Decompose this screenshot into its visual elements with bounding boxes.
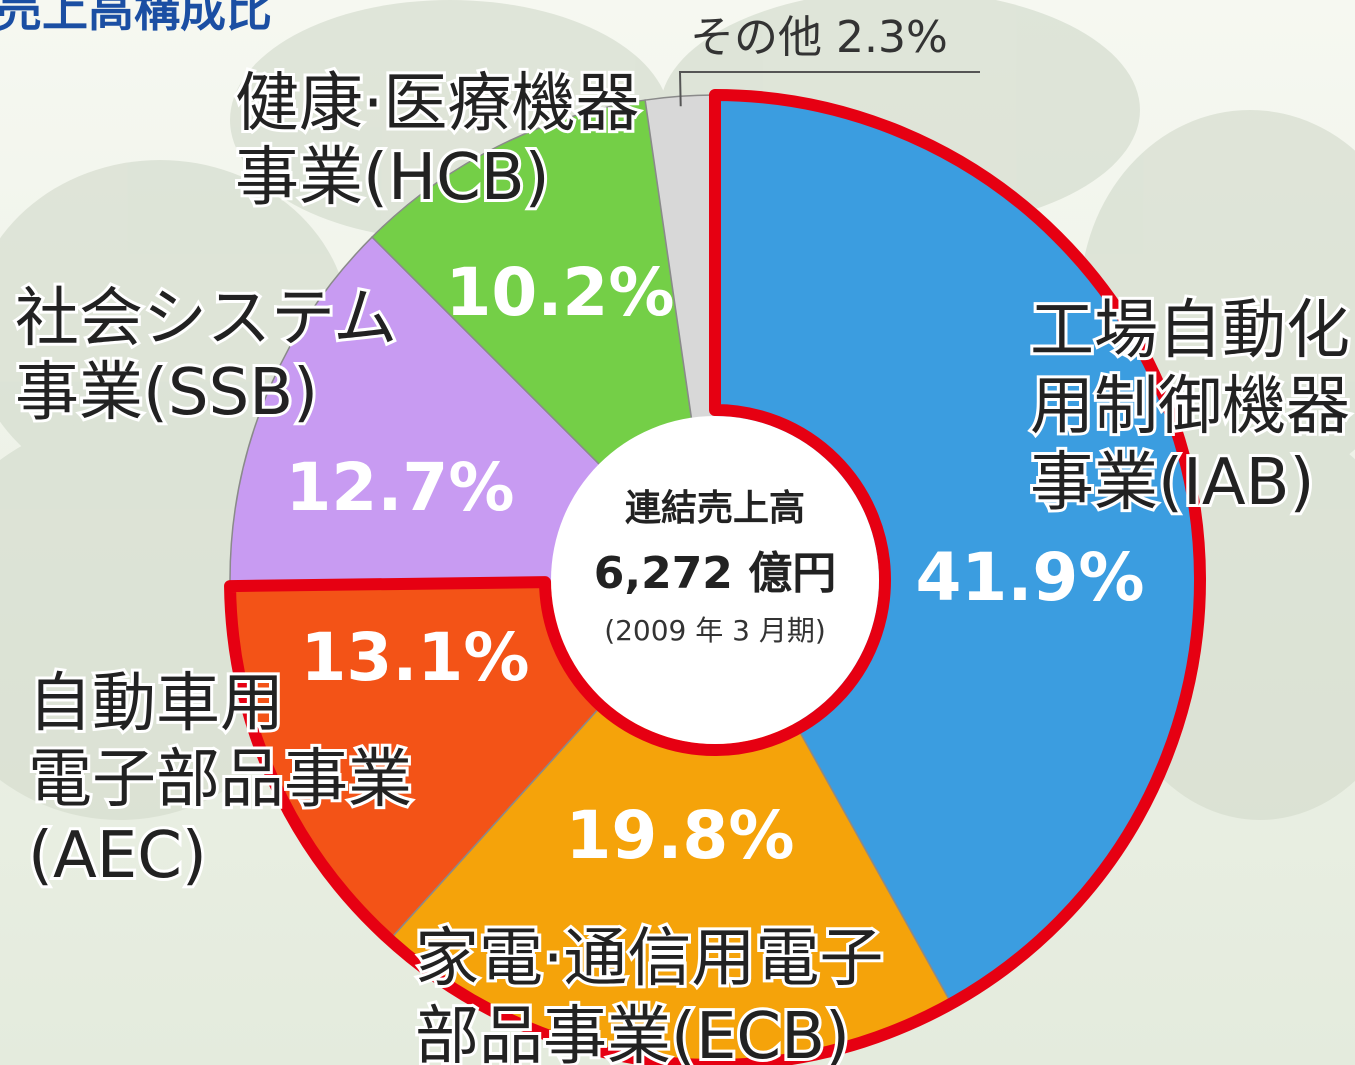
category-label: 家電·通信用電子部品事業(ECB) xyxy=(415,922,883,1065)
leader-line xyxy=(678,71,980,107)
center-text: 6,272 億円 xyxy=(594,548,837,599)
value-label: 10.2% xyxy=(446,254,675,331)
center-disc xyxy=(551,416,879,744)
value-label: 19.8% xyxy=(566,797,795,874)
value-label: 2.3% xyxy=(836,12,948,63)
highlight-outline xyxy=(224,89,1206,1065)
category-label: 工場自動化用制御機器事業(IAB) xyxy=(1030,294,1350,520)
value-label: 41.9% xyxy=(916,539,1145,616)
value-label: 12.7% xyxy=(286,449,515,526)
center-text: 連結売上高 xyxy=(625,488,805,529)
category-label: その他 2.3% xyxy=(690,12,948,63)
category-name: その他 xyxy=(690,12,822,63)
category-label: 自動車用電子部品事業(AEC) xyxy=(28,667,412,893)
value-label: 13.1% xyxy=(301,619,530,696)
category-label: 社会システム事業(SSB) xyxy=(15,282,397,430)
category-label: 健康·医療機器事業(HCB) xyxy=(235,67,639,215)
center-text: (2009 年 3 月期) xyxy=(604,614,826,647)
chart-title: 売上高構成比 xyxy=(0,0,272,37)
